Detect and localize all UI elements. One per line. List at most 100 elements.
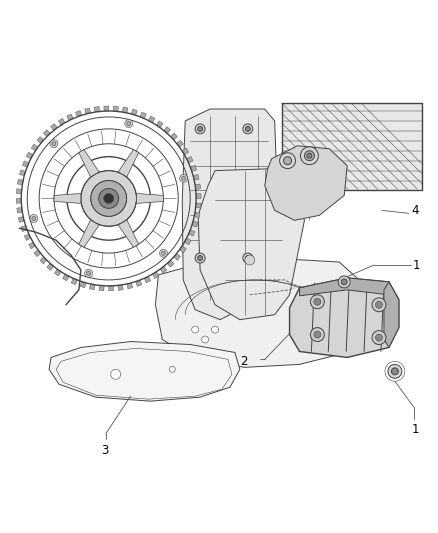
Polygon shape <box>140 112 146 118</box>
Circle shape <box>300 147 318 165</box>
Polygon shape <box>192 221 198 227</box>
Polygon shape <box>40 257 47 264</box>
Circle shape <box>314 298 321 305</box>
Polygon shape <box>118 220 138 247</box>
Circle shape <box>243 253 253 263</box>
Polygon shape <box>76 110 81 117</box>
Polygon shape <box>24 234 31 240</box>
Polygon shape <box>79 220 99 247</box>
Text: 3: 3 <box>101 444 109 457</box>
Polygon shape <box>152 272 159 278</box>
Circle shape <box>195 253 205 263</box>
Polygon shape <box>187 157 193 163</box>
Polygon shape <box>177 140 184 147</box>
Text: 4: 4 <box>412 204 419 217</box>
Polygon shape <box>137 193 163 204</box>
Polygon shape <box>16 189 22 194</box>
Circle shape <box>372 298 386 312</box>
Polygon shape <box>194 212 200 217</box>
Polygon shape <box>170 133 177 140</box>
Circle shape <box>212 326 219 333</box>
Polygon shape <box>54 193 81 204</box>
Text: 2: 2 <box>240 355 248 368</box>
Text: 1: 1 <box>412 423 419 436</box>
Polygon shape <box>21 225 27 231</box>
Circle shape <box>104 193 114 204</box>
Circle shape <box>91 181 127 216</box>
Circle shape <box>198 126 203 131</box>
Polygon shape <box>89 284 95 290</box>
Polygon shape <box>17 207 22 213</box>
Polygon shape <box>19 170 25 176</box>
Circle shape <box>279 153 296 168</box>
Circle shape <box>159 249 167 257</box>
Polygon shape <box>26 152 33 159</box>
Polygon shape <box>122 107 128 113</box>
Polygon shape <box>156 121 163 128</box>
Circle shape <box>127 122 131 126</box>
Polygon shape <box>18 179 23 185</box>
Circle shape <box>245 126 250 131</box>
Polygon shape <box>184 238 191 245</box>
Polygon shape <box>118 150 138 177</box>
Polygon shape <box>164 127 170 133</box>
Circle shape <box>182 176 186 180</box>
Circle shape <box>52 142 56 146</box>
Circle shape <box>111 369 120 379</box>
Polygon shape <box>31 144 38 151</box>
Polygon shape <box>196 203 201 208</box>
Circle shape <box>30 214 38 222</box>
Circle shape <box>32 216 36 221</box>
Polygon shape <box>180 246 186 253</box>
Polygon shape <box>182 109 278 320</box>
Circle shape <box>245 255 250 261</box>
Polygon shape <box>58 118 65 125</box>
Polygon shape <box>174 254 180 260</box>
Circle shape <box>375 301 382 308</box>
Polygon shape <box>34 250 41 256</box>
Polygon shape <box>109 286 113 291</box>
Polygon shape <box>265 146 347 220</box>
Circle shape <box>99 189 119 208</box>
Polygon shape <box>160 266 167 273</box>
Polygon shape <box>148 116 155 123</box>
Circle shape <box>304 151 314 160</box>
Polygon shape <box>282 103 422 190</box>
Polygon shape <box>18 216 24 222</box>
Circle shape <box>314 331 321 338</box>
Polygon shape <box>300 278 399 300</box>
Polygon shape <box>131 109 137 115</box>
Polygon shape <box>37 136 44 143</box>
Polygon shape <box>182 148 189 155</box>
Polygon shape <box>67 114 73 120</box>
Circle shape <box>341 279 347 285</box>
Circle shape <box>307 153 312 158</box>
Circle shape <box>162 251 166 255</box>
Polygon shape <box>85 108 91 114</box>
Polygon shape <box>71 278 78 285</box>
Circle shape <box>311 328 324 342</box>
Circle shape <box>125 119 133 127</box>
Circle shape <box>192 326 198 333</box>
Circle shape <box>180 174 187 182</box>
Polygon shape <box>79 150 99 177</box>
Circle shape <box>85 269 92 277</box>
Polygon shape <box>16 198 21 203</box>
Polygon shape <box>22 161 29 167</box>
Polygon shape <box>28 242 35 249</box>
Polygon shape <box>54 269 61 276</box>
Circle shape <box>201 336 208 343</box>
Circle shape <box>50 140 58 148</box>
Polygon shape <box>144 276 151 283</box>
Polygon shape <box>99 285 104 290</box>
Polygon shape <box>193 174 199 180</box>
Circle shape <box>338 276 350 288</box>
Circle shape <box>243 124 253 134</box>
Polygon shape <box>50 124 57 131</box>
Polygon shape <box>191 165 197 172</box>
Polygon shape <box>384 282 399 348</box>
Polygon shape <box>80 281 86 288</box>
Polygon shape <box>198 168 304 320</box>
Polygon shape <box>43 130 50 136</box>
Polygon shape <box>167 260 174 267</box>
